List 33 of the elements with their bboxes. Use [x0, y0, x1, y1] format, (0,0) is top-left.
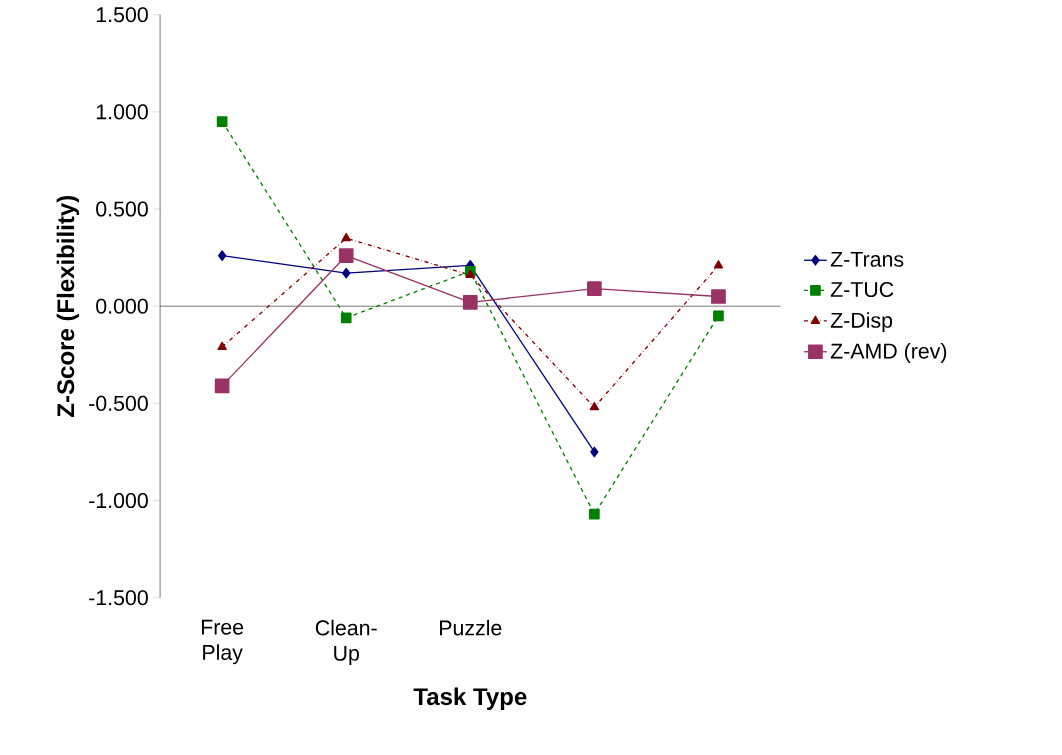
- point: [711, 289, 726, 304]
- point: [338, 248, 354, 263]
- y-tick-label: -1.000: [89, 492, 148, 509]
- x-tick-label: Clean-Up: [315, 619, 377, 665]
- legend-label: Z-AMD (rev): [830, 342, 947, 363]
- point: [341, 232, 351, 242]
- y-tick-label: -0.500: [89, 395, 148, 411]
- point: [590, 446, 599, 458]
- legend-label: Z-Disp: [830, 312, 893, 333]
- point: [465, 269, 476, 279]
- point: [587, 281, 602, 296]
- point: [217, 341, 227, 350]
- legend-label: Z-Trans: [830, 251, 904, 267]
- y-tick-label: 0.000: [96, 298, 148, 314]
- y-axis-title: Z-Score (Flexibility): [56, 195, 80, 417]
- legend-label: Z-TUC: [830, 281, 894, 297]
- point: [713, 259, 724, 269]
- point: [589, 508, 600, 520]
- y-tick-label: 1.500: [96, 7, 148, 23]
- point: [340, 312, 352, 324]
- y-tick-label: 0.500: [96, 201, 148, 217]
- point: [216, 116, 228, 127]
- y-tick-label: -1.500: [89, 590, 148, 606]
- point: [589, 401, 600, 411]
- x-tick-label: Puzzle: [440, 619, 502, 636]
- point: [214, 378, 230, 394]
- point: [217, 250, 227, 261]
- x-axis-title: Task Type: [413, 687, 527, 710]
- x-tick-label: Free Play: [201, 619, 244, 665]
- y-tick-label: 1.000: [96, 104, 148, 120]
- point: [713, 310, 724, 322]
- point: [462, 294, 478, 310]
- point: [342, 267, 351, 279]
